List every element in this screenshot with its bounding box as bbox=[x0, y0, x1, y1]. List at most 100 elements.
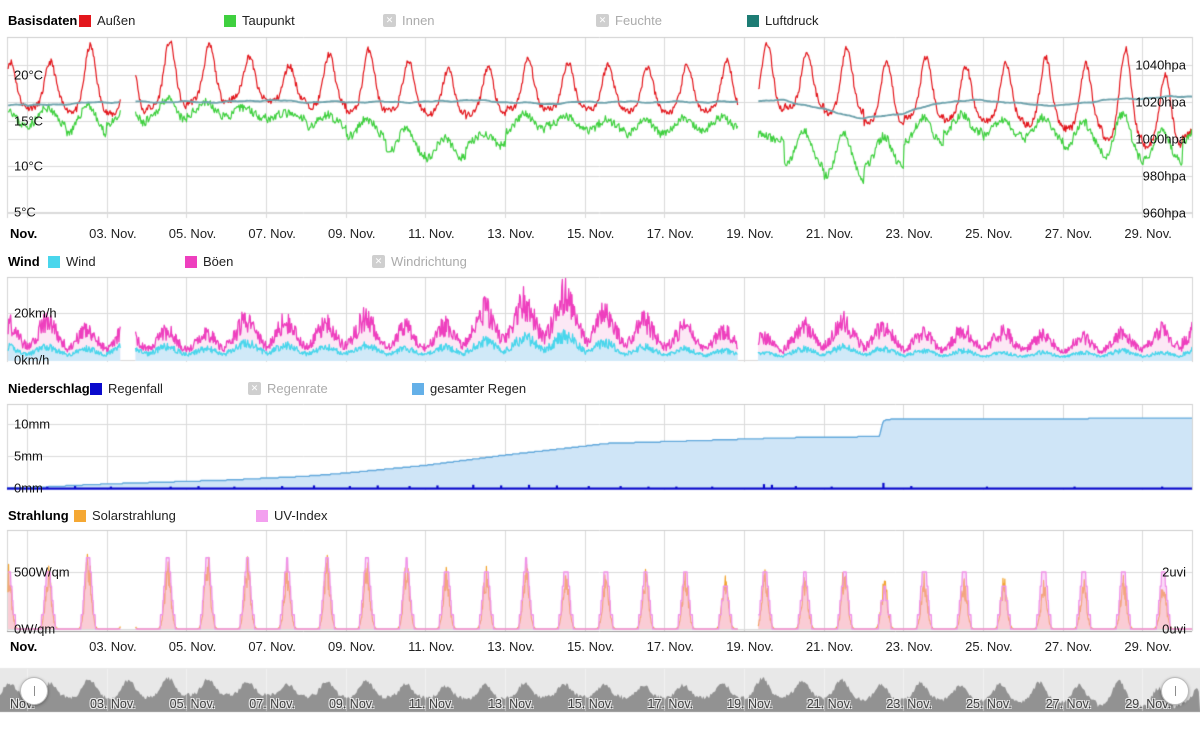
legend-row-basisdaten: Basisdaten Außen Taupunkt ✕ Innen ✕ Feuchte Lu… bbox=[0, 13, 1200, 30]
legend-label-luftdruck: Luftdruck bbox=[765, 13, 819, 28]
y-tick-label: 0mm bbox=[14, 480, 43, 496]
x-tick-label: 27. Nov. bbox=[1044, 226, 1093, 241]
x-tick-label: 05. Nov. bbox=[168, 639, 217, 654]
x-axis-strahlung: Nov. 03. Nov. 05. Nov. 07. Nov. 09. Nov. 11. … bbox=[0, 639, 1200, 655]
y-tick-label: 10mm bbox=[14, 416, 51, 432]
legend-label-regenrate: Regenrate bbox=[267, 381, 328, 396]
y-tick-label: 2uvi bbox=[1162, 564, 1186, 580]
y-tick-label: 0uvi bbox=[1162, 621, 1186, 637]
legend-item-regenrate[interactable]: ✕ Regenrate bbox=[248, 381, 328, 396]
legend-swatch-boeen bbox=[185, 255, 197, 268]
legend-label-solarstrahlung: Solarstrahlung bbox=[92, 508, 176, 523]
legend-item-innen[interactable]: ✕ Innen bbox=[383, 13, 435, 28]
handle-grip-icon bbox=[33, 686, 35, 696]
legend-label-feuchte: Feuchte bbox=[615, 13, 662, 28]
y-tick-label: 0km/h bbox=[14, 352, 50, 368]
x-tick-label: 09. Nov. bbox=[328, 226, 376, 241]
x-tick-label: 19. Nov. bbox=[726, 639, 774, 654]
x-tick-label: 19. Nov. bbox=[727, 697, 773, 711]
legend-item-regenfall[interactable]: Regenfall bbox=[90, 381, 163, 396]
legend-row-wind: Wind Wind Böen ✕ Windrichtung bbox=[0, 254, 1200, 271]
panel-title-wind: Wind bbox=[8, 254, 40, 269]
handle-grip-icon bbox=[1174, 686, 1176, 696]
legend-row-niederschlag: Niederschlag Regenfall ✕ Regenrate gesamter… bbox=[0, 381, 1200, 398]
legend-label-wind: Wind bbox=[66, 254, 96, 269]
x-tick-label: 07. Nov. bbox=[248, 639, 296, 654]
legend-swatch-uv-index bbox=[256, 509, 268, 522]
panel-title-strahlung: Strahlung bbox=[8, 508, 69, 523]
navigator[interactable]: Nov. 03. Nov. 05. Nov. 07. Nov. 09. Nov. 11. … bbox=[0, 668, 1200, 712]
legend-swatch-solarstrahlung bbox=[74, 509, 86, 522]
panel-title-basisdaten: Basisdaten bbox=[8, 13, 78, 28]
x-axis-basisdaten: Nov. 03. Nov. 05. Nov. 07. Nov. 09. Nov. 11. … bbox=[0, 226, 1200, 242]
legend-swatch-luftdruck bbox=[747, 14, 759, 27]
x-tick-label: 23. Nov. bbox=[886, 697, 933, 711]
x-tick-label: 15. Nov. bbox=[567, 697, 614, 711]
x-tick-label: 17. Nov. bbox=[647, 697, 694, 711]
legend-item-aussen[interactable]: Außen bbox=[79, 13, 135, 28]
x-tick-label: 07. Nov. bbox=[248, 226, 296, 241]
y-tick-label: 10°C bbox=[14, 158, 44, 174]
legend-label-taupunkt: Taupunkt bbox=[242, 13, 295, 28]
legend-item-boeen[interactable]: Böen bbox=[185, 254, 233, 269]
x-tick-label: 03. Nov. bbox=[90, 697, 136, 711]
x-tick-label: 25. Nov. bbox=[966, 697, 1012, 711]
x-tick-label: 03. Nov. bbox=[89, 226, 137, 241]
x-tick-label: 23. Nov. bbox=[885, 639, 933, 654]
legend-item-uv-index[interactable]: UV-Index bbox=[256, 508, 327, 523]
legend-item-gesamter-regen[interactable]: gesamter Regen bbox=[412, 381, 526, 396]
legend-label-regenfall: Regenfall bbox=[108, 381, 163, 396]
legend-item-windrichtung[interactable]: ✕ Windrichtung bbox=[372, 254, 467, 269]
legend-label-uv-index: UV-Index bbox=[274, 508, 328, 523]
x-tick-label: 09. Nov. bbox=[328, 639, 376, 654]
x-tick-label: 15. Nov. bbox=[566, 226, 615, 241]
x-tick-label: 21. Nov. bbox=[805, 639, 854, 654]
y-tick-label: 960hpa bbox=[1142, 205, 1186, 221]
x-tick-label: 07. Nov. bbox=[249, 697, 295, 711]
x-tick-label: 09. Nov. bbox=[328, 697, 375, 711]
x-tick-label: 13. Nov. bbox=[487, 639, 535, 654]
legend-label-gesamter-regen: gesamter Regen bbox=[430, 381, 527, 396]
x-tick-label: 05. Nov. bbox=[168, 226, 217, 241]
legend-item-luftdruck[interactable]: Luftdruck bbox=[747, 13, 818, 28]
panel-title-niederschlag: Niederschlag bbox=[8, 381, 90, 396]
y-tick-label: 5°C bbox=[14, 204, 36, 220]
legend-swatch-taupunkt bbox=[224, 14, 236, 27]
y-tick-label: 1040hpa bbox=[1135, 57, 1186, 73]
navigator-handle-right[interactable] bbox=[1161, 677, 1189, 705]
x-tick-label: 13. Nov. bbox=[488, 697, 534, 711]
y-tick-label: 15°C bbox=[14, 113, 44, 129]
x-tick-label: 21. Nov. bbox=[806, 697, 853, 711]
y-tick-label: 500W/qm bbox=[14, 564, 70, 580]
y-tick-label: 1020hpa bbox=[1135, 94, 1186, 110]
legend-swatch-regenfall bbox=[90, 382, 102, 395]
legend-item-taupunkt[interactable]: Taupunkt bbox=[224, 13, 295, 28]
legend-item-wind[interactable]: Wind bbox=[48, 254, 96, 269]
legend-row-strahlung: Strahlung Solarstrahlung UV-Index bbox=[0, 508, 1200, 525]
y-tick-label: 5mm bbox=[14, 448, 43, 464]
x-tick-label: 27. Nov. bbox=[1044, 639, 1093, 654]
x-tick-label-month: Nov. bbox=[10, 226, 38, 241]
legend-label-aussen: Außen bbox=[97, 13, 136, 28]
x-tick-label: 27. Nov. bbox=[1045, 697, 1092, 711]
y-tick-label: 980hpa bbox=[1142, 168, 1186, 184]
x-tick-label: 11. Nov. bbox=[408, 226, 455, 241]
y-tick-label: 1000hpa bbox=[1135, 131, 1186, 147]
legend-disabled-icon-innen: ✕ bbox=[383, 14, 396, 27]
x-tick-label: 05. Nov. bbox=[169, 697, 216, 711]
legend-swatch-aussen bbox=[79, 14, 91, 27]
x-tick-label: 17. Nov. bbox=[646, 226, 695, 241]
x-tick-label: 11. Nov. bbox=[409, 697, 454, 711]
x-tick-label: 29. Nov. bbox=[1124, 639, 1172, 654]
x-tick-label: 13. Nov. bbox=[487, 226, 535, 241]
navigator-handle-left[interactable] bbox=[20, 677, 48, 705]
legend-disabled-icon-feuchte: ✕ bbox=[596, 14, 609, 27]
legend-item-feuchte[interactable]: ✕ Feuchte bbox=[596, 13, 662, 28]
legend-label-boeen: Böen bbox=[203, 254, 234, 269]
y-tick-label: 20°C bbox=[14, 67, 44, 83]
legend-item-solarstrahlung[interactable]: Solarstrahlung bbox=[74, 508, 176, 523]
x-tick-label-month: Nov. bbox=[10, 639, 38, 654]
x-tick-label: 29. Nov. bbox=[1124, 226, 1172, 241]
